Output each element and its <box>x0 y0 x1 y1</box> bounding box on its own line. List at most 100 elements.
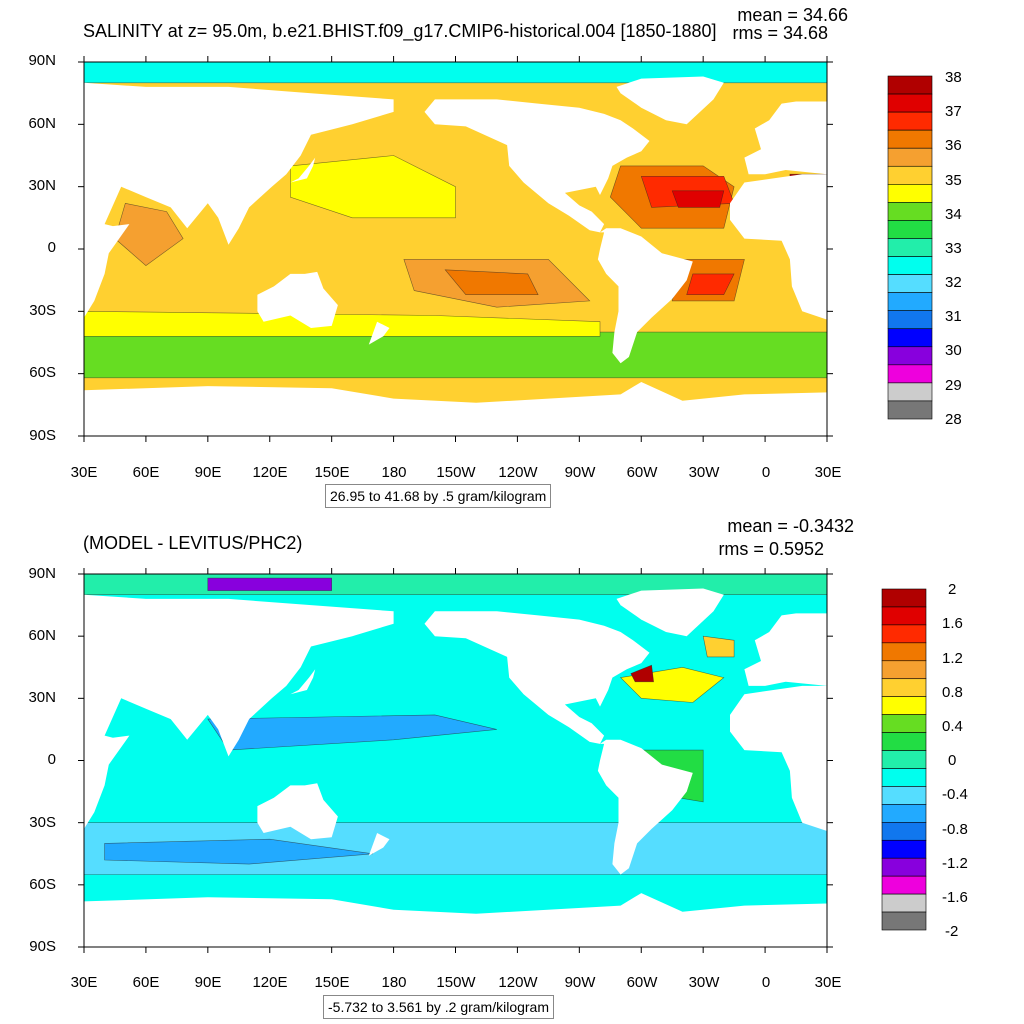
map-panel-1 <box>78 56 933 442</box>
land-samerica <box>597 739 693 875</box>
land-africaW <box>730 685 827 831</box>
panel2-lat-label: 0 <box>47 751 56 768</box>
contour-region <box>290 155 456 219</box>
colorbar-swatch <box>887 292 933 311</box>
panel1-lat-label: 90S <box>29 427 56 444</box>
panel2-colorbar-label: 1.2 <box>942 650 963 667</box>
contour-region <box>104 838 373 865</box>
panel2-lon-label: 60W <box>626 974 658 991</box>
land-greenland <box>616 588 724 637</box>
colorbar-swatch <box>881 732 927 751</box>
land-namerica <box>424 611 650 744</box>
panel2-colorbar-label: 0.8 <box>942 684 963 701</box>
panel1-lon-label: 150E <box>314 464 350 481</box>
colorbar-swatch <box>887 147 933 167</box>
land-australia <box>257 783 338 840</box>
land-nz <box>368 321 390 345</box>
panel1-colorbar-label: 32 <box>945 274 962 291</box>
panel2-lon-label: 90W <box>564 974 596 991</box>
panel2-colorbar-label: -1.6 <box>942 889 968 906</box>
panel1-colorbar-label: 37 <box>945 103 962 120</box>
land-europeW <box>744 613 827 686</box>
colorbar-swatch <box>887 93 933 113</box>
colorbar-swatch <box>881 804 927 823</box>
panel2-lat-label: 30S <box>29 814 56 831</box>
panel1-colorbar-label: 34 <box>945 206 962 223</box>
panel1-colorbar-label: 30 <box>945 342 962 359</box>
land-antarctica <box>84 382 827 436</box>
panel1-title: SALINITY at z= 95.0m, b.e21.BHIST.f09_g1… <box>83 21 717 41</box>
colorbar-swatch <box>881 750 927 769</box>
colorbar-swatch <box>881 624 927 644</box>
land-eurasia <box>84 594 394 829</box>
panel2-colorbar-label: -0.8 <box>942 821 968 838</box>
contour-region <box>444 269 539 296</box>
panel1-colorbar-label: 28 <box>945 411 962 428</box>
panel2-lon-label: 30W <box>688 974 720 991</box>
panel1-colorbar-label: 35 <box>945 172 962 189</box>
panel2-lon-label: 60E <box>132 974 160 991</box>
colorbar-swatch <box>881 606 927 626</box>
panel1-lat-label: 60S <box>29 364 56 381</box>
land-antarctica <box>84 893 827 947</box>
colorbar-swatch <box>881 893 927 913</box>
panel2-lat-label: 60S <box>29 876 56 893</box>
panel1-lat-label: 30N <box>28 177 56 194</box>
contour-region <box>83 331 828 379</box>
colorbar-swatch <box>887 310 933 330</box>
panel2-lon-label: 180 <box>381 974 407 991</box>
contour-region <box>671 190 725 208</box>
panel2-lon-label: 120E <box>252 974 288 991</box>
colorbar-swatch <box>887 184 933 203</box>
panel2-lon-label: 150E <box>314 974 350 991</box>
colorbar-swatch <box>887 256 933 275</box>
colorbar-swatch <box>881 857 927 877</box>
panel1-lon-label: 60E <box>132 464 160 481</box>
contour-region <box>686 273 735 296</box>
panel2-lon-label: 30E <box>70 974 98 991</box>
colorbar-swatch <box>887 111 933 131</box>
contour-region <box>83 573 828 596</box>
colorbar-swatch <box>881 678 927 697</box>
panel1-colorbar-label: 36 <box>945 137 962 154</box>
colorbar-swatch <box>881 822 927 841</box>
panel1-colorbar-label: 38 <box>945 69 962 86</box>
colorbar-swatch <box>887 346 933 366</box>
panel2-lat-label: 60N <box>28 627 56 644</box>
panel1-lon-label: 90E <box>194 464 222 481</box>
colorbar-swatch <box>887 328 933 348</box>
map-panel-2 <box>78 568 927 953</box>
land-namerica <box>424 99 650 233</box>
panel2-colorbar-label: -0.4 <box>942 786 968 803</box>
colorbar-swatch <box>887 238 933 257</box>
colorbar-swatch <box>887 129 933 149</box>
colorbar-swatch <box>881 768 927 787</box>
panel1-lon-label: 30E <box>814 464 842 481</box>
contour-region <box>630 664 654 683</box>
panel2-title: (MODEL - LEVITUS/PHC2) <box>83 533 303 553</box>
panel2-lat-label: 90S <box>29 938 56 955</box>
panel1-lat-label: 60N <box>28 115 56 132</box>
colorbar-swatch <box>887 220 933 239</box>
contour-region <box>207 577 333 591</box>
land-africaW <box>730 174 827 320</box>
land-nz <box>368 833 390 856</box>
panel2-lon-label: 30E <box>814 974 842 991</box>
land-australia <box>257 271 338 328</box>
panel1-lon-label: 180 <box>381 464 407 481</box>
land-japan <box>290 669 316 695</box>
panel1-lon-label: 120E <box>252 464 288 481</box>
land-japan <box>290 157 316 183</box>
contour-region <box>83 61 828 84</box>
panel2-colorbar-label: -1.2 <box>942 855 968 872</box>
panel1-rms: rms = 34.68 <box>732 23 828 43</box>
colorbar-swatch <box>887 400 933 420</box>
colorbar-swatch <box>887 202 933 221</box>
panel2-lon-label: 90E <box>194 974 222 991</box>
colorbar-swatch <box>881 911 927 931</box>
panel1-lon-label: 60W <box>626 464 658 481</box>
panel2-lat-label: 30N <box>28 689 56 706</box>
panel2-lon-label: 120W <box>498 974 538 991</box>
panel1-lon-label: 90W <box>564 464 596 481</box>
colorbar-swatch <box>881 714 927 733</box>
